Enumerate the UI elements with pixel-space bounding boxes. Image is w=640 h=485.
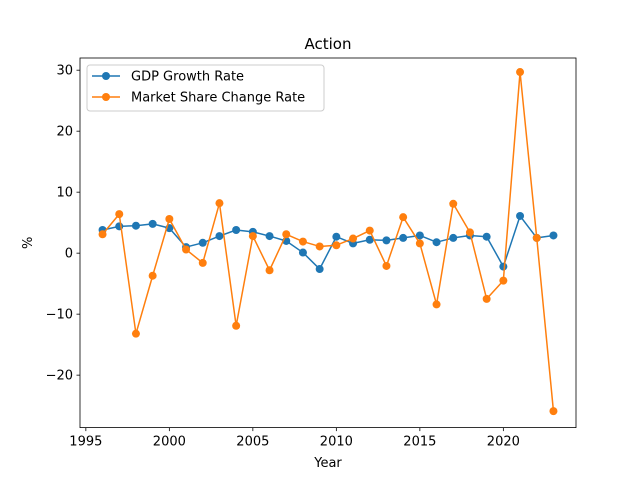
legend: GDP Growth Rate Market Share Change Rate — [86, 64, 325, 112]
y-tick-label: 30 — [56, 64, 73, 79]
legend-label: Market Share Change Rate — [131, 91, 305, 106]
x-axis-label: Year — [313, 456, 342, 471]
series-1-point — [315, 265, 324, 274]
series-2-point — [532, 233, 541, 242]
x-axis: 1995 2000 2005 2010 2015 2020 — [69, 427, 520, 450]
series-2-point — [465, 228, 474, 237]
series-2-point — [365, 226, 374, 235]
series-1-point — [399, 233, 408, 242]
y-tick-label: 20 — [56, 125, 73, 140]
y-axis: −20 −10 0 10 20 30 — [46, 64, 80, 384]
chart-title: Action — [305, 35, 352, 53]
x-tick-label: 2000 — [153, 435, 186, 450]
plot-frame — [79, 57, 577, 429]
series-1-point — [298, 248, 307, 257]
series-2-point — [298, 237, 307, 246]
series-2-point — [248, 232, 257, 241]
series-1-point — [382, 236, 391, 245]
series-2-point — [232, 321, 241, 330]
series-2-point — [131, 329, 140, 338]
y-tick-label: 10 — [56, 186, 73, 201]
series-1-line — [102, 215, 554, 270]
series-2-point — [182, 245, 191, 254]
series-2-point — [115, 210, 124, 219]
y-axis-label: % — [21, 237, 36, 249]
series-2-point — [382, 261, 391, 270]
plot-area — [98, 68, 558, 416]
series-2-point — [198, 258, 207, 267]
series-2-point — [148, 271, 157, 280]
series-2-point — [432, 300, 441, 309]
series-2-point — [482, 294, 491, 303]
series-1-point — [148, 219, 157, 228]
series-1-point — [432, 238, 441, 247]
y-tick-label: 0 — [65, 247, 73, 262]
series-2-point — [98, 230, 107, 239]
series-1-point — [449, 233, 458, 242]
legend-swatch-marker — [102, 72, 110, 80]
series-1-point — [482, 232, 491, 241]
series-1-point — [516, 211, 525, 220]
series-1-point — [215, 232, 224, 241]
series-1-point — [131, 221, 140, 230]
x-tick-label: 2005 — [236, 435, 269, 450]
series-2-point — [449, 199, 458, 208]
series-2-point — [516, 68, 525, 77]
series-1-point — [332, 232, 341, 241]
y-tick-label: −20 — [46, 369, 73, 384]
series-2-point — [215, 199, 224, 208]
series-2-point — [282, 230, 291, 239]
series-2-point — [332, 241, 341, 250]
series-2-point — [165, 215, 174, 224]
legend-label: GDP Growth Rate — [131, 70, 244, 85]
series-2-point — [499, 276, 508, 285]
series-2 — [98, 68, 558, 416]
series-1-point — [232, 225, 241, 234]
series-2-point — [549, 407, 558, 416]
legend-entry-2: Market Share Change Rate — [92, 91, 305, 106]
series-1-point — [365, 235, 374, 244]
x-tick-label: 2010 — [320, 435, 353, 450]
x-tick-label: 1995 — [69, 435, 102, 450]
series-2-point — [399, 213, 408, 222]
series-1-point — [415, 231, 424, 240]
series-2-point — [349, 234, 358, 243]
legend-swatch-marker — [102, 93, 110, 101]
x-tick-label: 2015 — [403, 435, 436, 450]
y-tick-label: −10 — [46, 308, 73, 323]
series-1-point — [549, 231, 558, 240]
series-2-point — [315, 242, 324, 251]
series-1-point — [265, 232, 274, 241]
series-2-point — [415, 239, 424, 248]
legend-entry-1: GDP Growth Rate — [92, 70, 244, 85]
series-2-line — [101, 71, 555, 412]
series-2-point — [265, 266, 274, 275]
legend-box — [86, 64, 325, 112]
series-1-point — [198, 238, 207, 247]
x-tick-label: 2020 — [487, 435, 520, 450]
series-1-point — [499, 262, 508, 271]
